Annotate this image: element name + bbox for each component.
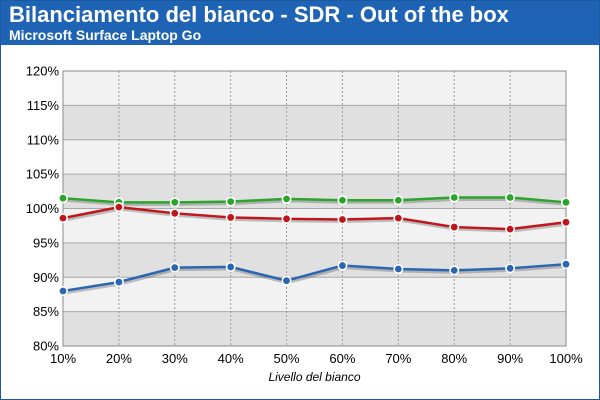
chart-subtitle: Microsoft Surface Laptop Go [9, 27, 202, 43]
y-tick-label: 120% [26, 64, 60, 79]
series-line-shadow [63, 206, 568, 233]
series-line [62, 262, 567, 293]
x-tick-label: 40% [218, 351, 244, 366]
grid-lines [62, 70, 567, 347]
data-point [169, 208, 180, 219]
data-point [449, 265, 460, 276]
data-point [505, 192, 516, 203]
data-point [560, 197, 571, 208]
data-point [281, 275, 292, 286]
data-point [505, 224, 516, 235]
x-tick-label: 70% [385, 351, 411, 366]
x-tick-label: 100% [549, 351, 583, 366]
x-tick-label: 60% [329, 351, 355, 366]
plot-band [63, 311, 566, 346]
data-point [281, 213, 292, 224]
data-point [113, 202, 124, 213]
y-tick-label: 105% [26, 167, 60, 182]
data-point [113, 277, 124, 288]
y-tick-label: 110% [27, 132, 60, 147]
plot-border [62, 70, 567, 347]
x-tick-label: 80% [441, 351, 467, 366]
data-point [560, 217, 571, 228]
series-line [62, 205, 567, 231]
y-tick-label: 80% [33, 339, 59, 354]
x-tick-label: 90% [497, 351, 523, 366]
y-axis-ticks: 80% 85% 90% 95% 100% 105% 110% 115% 120% [26, 64, 60, 354]
data-point [505, 263, 516, 274]
data-point [449, 222, 460, 233]
plot-band [63, 71, 566, 106]
chart-title: Bilanciamento del bianco - SDR - Out of … [9, 2, 509, 27]
series-lines [62, 196, 568, 295]
plot-bands [63, 71, 566, 346]
data-point [169, 262, 180, 273]
chart-header: Bilanciamento del bianco - SDR - Out of … [1, 1, 599, 45]
plot-band [63, 242, 566, 278]
series-line-shadow [63, 263, 568, 295]
data-point [57, 213, 68, 224]
data-point [337, 260, 348, 271]
x-tick-label: 50% [274, 351, 300, 366]
y-tick-label: 95% [33, 235, 59, 250]
x-axis-ticks: 10% 20% 30% 40% 50% 60% 70% 80% 90% 100% [50, 351, 583, 366]
data-point [225, 196, 236, 207]
series-line [62, 196, 567, 204]
series-points [57, 192, 571, 296]
data-point [57, 285, 68, 296]
y-tick-label: 85% [33, 304, 59, 319]
plot-band [63, 105, 566, 140]
data-point [393, 213, 404, 224]
data-point [393, 263, 404, 274]
x-axis-label: Livello del bianco [268, 370, 360, 384]
y-tick-label: 115% [27, 98, 60, 113]
data-point [337, 195, 348, 206]
data-point [57, 193, 68, 204]
y-tick-label: 100% [26, 201, 60, 216]
data-point [281, 193, 292, 204]
plot-band [63, 208, 566, 243]
series-line-shadow [63, 197, 568, 206]
x-tick-label: 30% [162, 351, 188, 366]
data-point [225, 261, 236, 272]
data-point [169, 197, 180, 208]
data-point [393, 195, 404, 206]
data-point [337, 214, 348, 225]
plot-band [63, 277, 566, 312]
y-tick-label: 90% [33, 270, 59, 285]
data-point [225, 212, 236, 223]
data-point [560, 259, 571, 270]
data-point [449, 192, 460, 203]
x-tick-label: 20% [106, 351, 132, 366]
plot-band [63, 139, 566, 175]
x-tick-label: 10% [50, 351, 76, 366]
